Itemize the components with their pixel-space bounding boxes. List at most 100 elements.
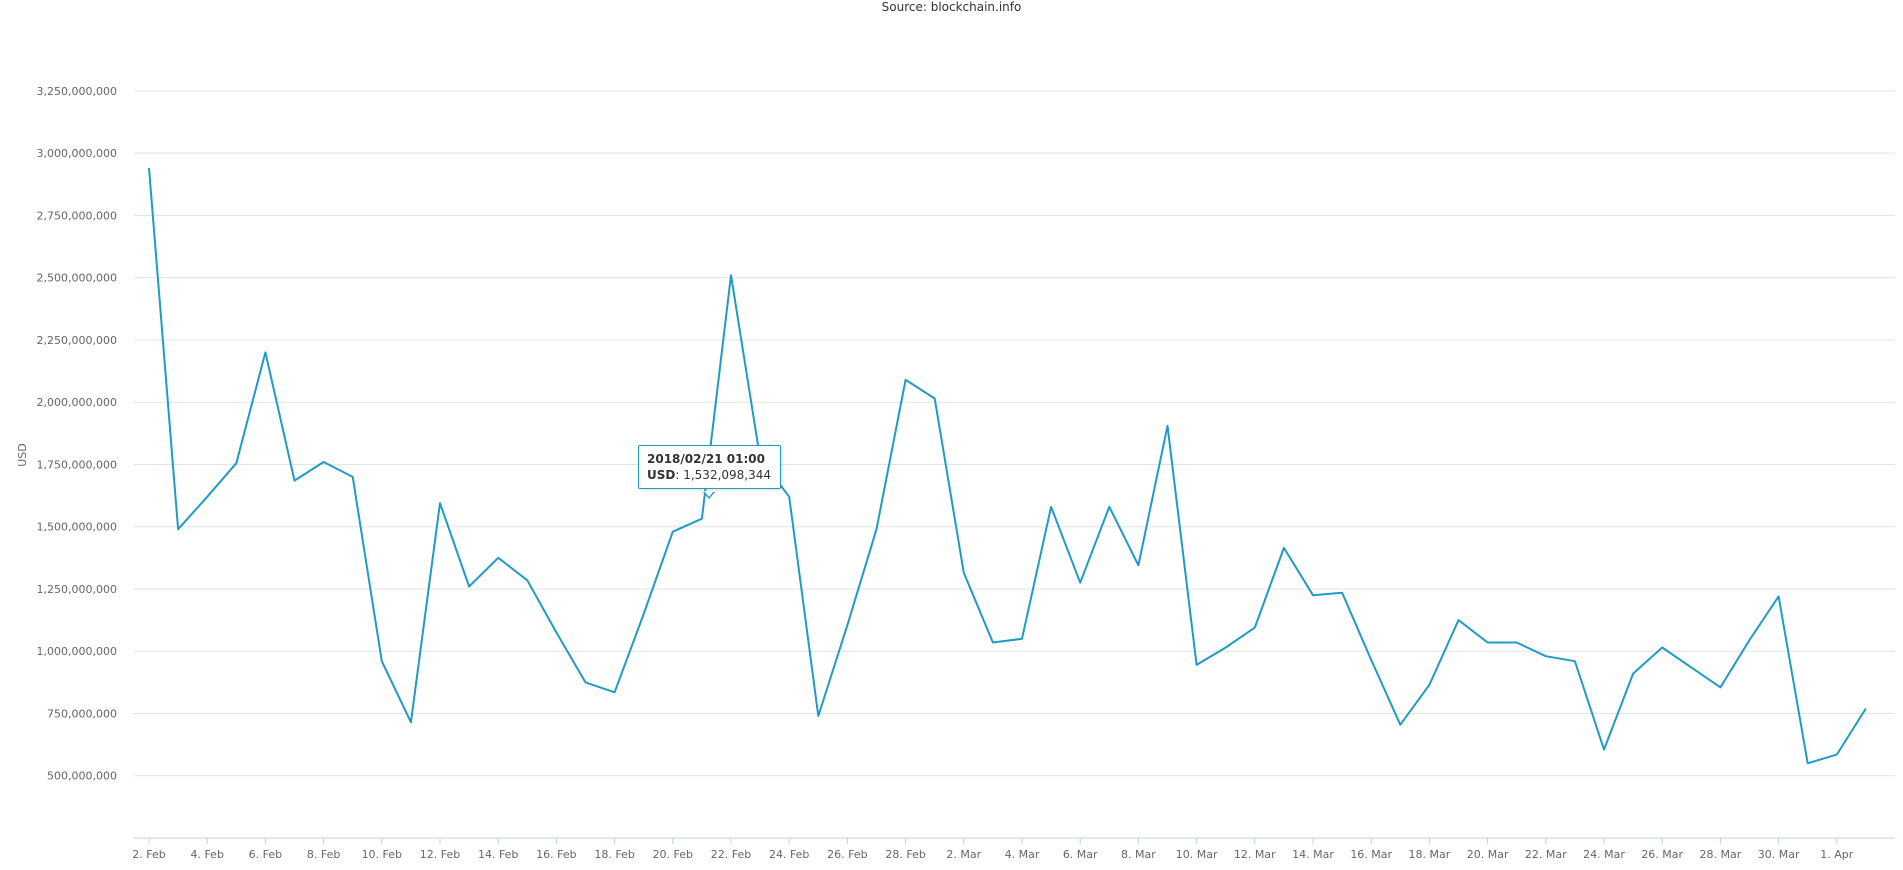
x-tick-label: 14. Feb (478, 848, 518, 861)
data-point[interactable] (438, 501, 443, 506)
data-point[interactable] (612, 690, 617, 695)
x-tick-label: 6. Mar (1063, 848, 1098, 861)
data-point[interactable] (1602, 747, 1607, 752)
data-point[interactable] (263, 350, 268, 355)
data-point[interactable] (1252, 625, 1257, 630)
x-tick-label: 16. Feb (536, 848, 576, 861)
x-tick-label: 24. Feb (769, 848, 809, 861)
x-tick-label: 1. Apr (1820, 848, 1853, 861)
data-point[interactable] (816, 713, 821, 718)
x-tick-label: 26. Mar (1641, 848, 1683, 861)
series-layer (147, 166, 1868, 766)
data-point[interactable] (903, 377, 908, 382)
y-tick-label: 3,000,000,000 (37, 147, 117, 160)
y-tick-label: 2,000,000,000 (37, 396, 117, 409)
tooltip-pointer-fill (704, 491, 714, 497)
data-point[interactable] (525, 578, 530, 583)
data-point[interactable] (1020, 636, 1025, 641)
data-point[interactable] (583, 680, 588, 685)
data-point[interactable] (670, 529, 675, 534)
data-point[interactable] (932, 396, 937, 401)
y-tick-label: 2,750,000,000 (37, 209, 117, 222)
gridlines (134, 90, 1895, 777)
x-tick-label: 16. Mar (1350, 848, 1392, 861)
data-point[interactable] (1631, 671, 1636, 676)
data-point[interactable] (408, 720, 413, 725)
data-point[interactable] (1456, 618, 1461, 623)
data-point[interactable] (961, 570, 966, 575)
data-point[interactable] (234, 461, 239, 466)
data-point[interactable] (1805, 761, 1810, 766)
y-tick-label: 500,000,000 (47, 770, 117, 783)
y-axis-label: USD (16, 443, 29, 467)
data-point[interactable] (1718, 685, 1723, 690)
chart-source-note: Source: blockchain.info (881, 0, 1022, 14)
data-point[interactable] (1514, 640, 1519, 645)
data-point[interactable] (467, 584, 472, 589)
tooltip-separator: : (675, 468, 684, 482)
data-point[interactable] (729, 273, 734, 278)
data-point[interactable] (641, 611, 646, 616)
data-point[interactable] (874, 527, 879, 532)
data-point[interactable] (292, 478, 297, 483)
x-tick-label: 20. Feb (653, 848, 693, 861)
x-tick-label: 10. Mar (1176, 848, 1218, 861)
data-point[interactable] (147, 166, 152, 171)
tooltip-series-label: USD (647, 468, 676, 482)
x-tick-label: 30. Mar (1758, 848, 1800, 861)
y-tick-label: 1,750,000,000 (37, 458, 117, 471)
data-point[interactable] (350, 474, 355, 479)
x-tick-label: 28. Mar (1700, 848, 1742, 861)
data-point[interactable] (496, 555, 501, 560)
data-point[interactable] (1078, 580, 1083, 585)
data-point[interactable] (1311, 593, 1316, 598)
data-point[interactable] (787, 494, 792, 499)
data-point[interactable] (1747, 638, 1752, 643)
x-tick-label: 18. Feb (594, 848, 634, 861)
x-tick-label: 12. Mar (1234, 848, 1276, 861)
x-tick-label: 2. Feb (132, 848, 165, 861)
data-point[interactable] (1776, 594, 1781, 599)
data-point[interactable] (1107, 504, 1112, 509)
data-point[interactable] (1223, 645, 1228, 650)
data-point[interactable] (1689, 665, 1694, 670)
y-axis-ticks: 500,000,000 750,000,000 1,000,000,000 1,250… (37, 85, 117, 783)
x-tick-label: 12. Feb (420, 848, 460, 861)
data-point[interactable] (205, 494, 210, 499)
data-point[interactable] (379, 659, 384, 664)
x-tick-label: 2. Mar (946, 848, 981, 861)
x-tick-label: 14. Mar (1292, 848, 1334, 861)
series-line-usd (148, 168, 1867, 765)
data-point[interactable] (699, 516, 704, 521)
data-point[interactable] (1340, 590, 1345, 595)
data-point[interactable] (321, 459, 326, 464)
y-tick-label: 2,250,000,000 (37, 334, 117, 347)
tooltip-date: 2018/02/21 01:00 (647, 452, 765, 466)
data-point[interactable] (1194, 662, 1199, 667)
data-point[interactable] (554, 630, 559, 635)
data-point[interactable] (1136, 563, 1141, 568)
y-tick-label: 1,250,000,000 (37, 583, 117, 596)
tooltip-value: 1,532,098,344 (683, 468, 772, 482)
data-point[interactable] (1165, 423, 1170, 428)
data-point[interactable] (1543, 654, 1548, 659)
data-point[interactable] (1281, 545, 1286, 550)
data-point[interactable] (1049, 504, 1054, 509)
data-point[interactable] (1660, 645, 1665, 650)
data-point[interactable] (1427, 682, 1432, 687)
data-point[interactable] (990, 640, 995, 645)
data-point[interactable] (176, 527, 181, 532)
data-point[interactable] (1834, 752, 1839, 757)
data-point[interactable] (1485, 640, 1490, 645)
data-point[interactable] (1863, 706, 1868, 711)
x-tick-label: 6. Feb (249, 848, 282, 861)
x-tick-label: 10. Feb (362, 848, 402, 861)
data-point[interactable] (1369, 657, 1374, 662)
x-tick-label: 24. Mar (1583, 848, 1625, 861)
y-tick-label: 2,500,000,000 (37, 272, 117, 285)
data-point[interactable] (845, 623, 850, 628)
data-point[interactable] (1398, 722, 1403, 727)
data-point[interactable] (1572, 659, 1577, 664)
x-tick-label: 8. Mar (1121, 848, 1156, 861)
x-axis: 2. Feb 4. Feb 6. Feb 8. Feb 10. Feb 12. Feb 14… (132, 837, 1895, 861)
